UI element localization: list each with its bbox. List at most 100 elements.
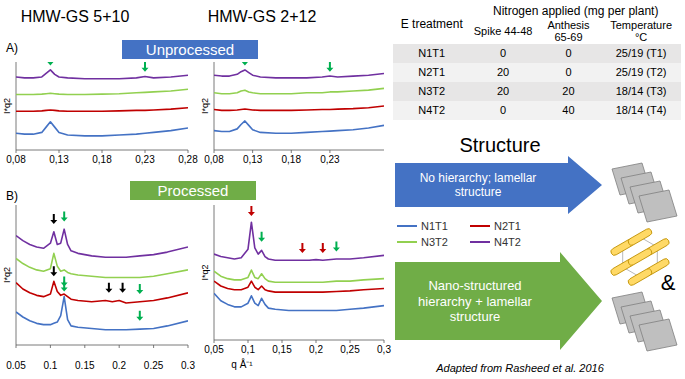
subheader-cell: Temperature °C — [601, 18, 681, 44]
table-cell: 20 — [536, 82, 602, 101]
x-tick — [291, 150, 292, 153]
x-tick-label: 0,08 — [6, 154, 26, 165]
cylinder — [627, 247, 653, 266]
table-cell: N4T2 — [393, 101, 470, 120]
x-tick — [188, 345, 189, 348]
arrow-marker — [136, 311, 143, 321]
x-axis — [16, 345, 188, 346]
arrow-marker — [50, 214, 57, 224]
plot-area: N1T1 N2T1 N3T2 N4T2 — [16, 62, 188, 136]
series-line: N1T1 — [214, 121, 384, 133]
table-cell: 20 — [470, 63, 535, 82]
arrow-marker — [258, 232, 265, 242]
legend-label: N3T2 — [421, 236, 448, 248]
x-tick-label: 0,13 — [49, 154, 69, 165]
table-row: N4T204018/14 (T4) — [393, 101, 681, 120]
panel-label: A) — [6, 41, 18, 55]
arrow-marker — [105, 283, 112, 293]
table-cell: 0 — [536, 44, 602, 63]
banner — [130, 181, 256, 200]
x-tick — [119, 345, 120, 348]
text-line: No hierarchy; lamellar — [420, 171, 537, 185]
cylinder — [627, 227, 653, 246]
x-tick — [350, 340, 351, 343]
table-cell: N1T1 — [393, 44, 470, 63]
x-tick — [102, 150, 103, 153]
y-axis-label: I*q2 — [2, 267, 12, 283]
text-line: Nano-structured — [428, 278, 521, 293]
table-cell: 40 — [536, 101, 602, 120]
x-tick — [50, 345, 51, 348]
processed-arrow — [395, 252, 602, 350]
banner-text: Unprocessed — [146, 41, 234, 58]
text-line: structure — [455, 185, 502, 199]
table-row: N2T120025/19 (T2) — [393, 63, 681, 82]
x-tick-label: 0.25 — [144, 360, 164, 371]
table-box: E treatmentNitrogen applied (mg per plan… — [393, 4, 681, 120]
x-tick — [282, 340, 283, 343]
table-cell: 18/14 (T4) — [601, 101, 681, 120]
table-row: N1T10025/19 (T1) — [393, 44, 681, 63]
series-line: N1T1 — [214, 293, 384, 310]
arrow-marker — [61, 282, 68, 292]
y-axis-label: I*q2 — [200, 98, 210, 114]
series-line: N3T2 — [214, 88, 384, 93]
header-cell: E treatment — [393, 4, 470, 44]
header-row: E treatmentNitrogen applied (mg per plan… — [393, 4, 681, 18]
treatment-table: E treatmentNitrogen applied (mg per plan… — [393, 4, 681, 120]
panel-label: B) — [6, 189, 18, 203]
series-line: N2T1 — [16, 108, 188, 112]
table-cell: 18/14 (T3) — [601, 82, 681, 101]
legend-swatch — [397, 225, 417, 227]
x-tick-label: 0,18 — [92, 154, 112, 165]
subheader-cell: Spike 44-48 — [470, 18, 535, 44]
series-line: N1T1 — [16, 297, 188, 330]
x-tick — [384, 340, 385, 343]
arrow-marker — [241, 62, 248, 66]
arrow-marker — [136, 284, 143, 294]
banner-text: Processed — [158, 182, 229, 199]
series-line: N4T2 — [16, 229, 188, 257]
legend-label: N1T1 — [421, 220, 448, 232]
arrow-text: No hierarchy; lamellarstructure — [420, 171, 537, 199]
legend-label: N2T1 — [494, 220, 521, 232]
plot-area: N1T1 N2T1 N3T2 N4T2 — [214, 62, 384, 133]
text-line: structure — [450, 309, 501, 324]
table-cell: 20 — [470, 82, 535, 101]
x-tick-label: 0,13 — [243, 154, 263, 165]
arrow-marker — [248, 206, 255, 216]
x-tick-label: 0,15 — [272, 344, 292, 355]
arrow-text: Nano-structuredhierarchy + lamellarstruc… — [418, 278, 532, 324]
series-line: N4T2 — [214, 222, 384, 260]
series-line: N1T1 — [16, 122, 188, 136]
y-axis — [16, 205, 17, 345]
legend-label: N4T2 — [494, 236, 521, 248]
x-tick-label: 0,1 — [241, 344, 255, 355]
lamella — [639, 190, 677, 222]
arrow-marker — [333, 242, 340, 252]
x-tick — [16, 150, 17, 153]
series-line: N4T2 — [16, 70, 188, 79]
chart: 0,080,130,180,23I*q2N1T1N2T1N3T2N4T2 — [200, 56, 384, 166]
column-title: HMW-GS 2+12 — [208, 8, 317, 25]
x-tick — [316, 340, 317, 343]
x-tick-label: 0.1 — [43, 360, 57, 371]
arrow-marker — [326, 62, 333, 72]
series-line: N3T2 — [16, 89, 188, 94]
x-tick-label: 0,08 — [204, 154, 224, 165]
chart: 0,080,130,180,230,28I*q2N1T1N2T1N3T2N4T2 — [2, 56, 198, 166]
table-cell: 0 — [470, 44, 535, 63]
table-cell: N2T1 — [393, 63, 470, 82]
ampersand: & — [661, 270, 676, 295]
arrow-marker — [142, 62, 149, 72]
header-cell: Nitrogen applied (mg per plant) — [470, 4, 681, 18]
legend-swatch — [470, 241, 490, 243]
table-cell: 25/19 (T1) — [601, 44, 681, 63]
table-row: N3T2202018/14 (T3) — [393, 82, 681, 101]
x-tick — [59, 150, 60, 153]
series-line: N2T1 — [214, 106, 384, 110]
arrow-marker — [299, 243, 306, 253]
table-cell: 0 — [536, 63, 602, 82]
y-axis-label: I*q2 — [2, 98, 12, 114]
series-line: N4T2 — [214, 70, 384, 78]
